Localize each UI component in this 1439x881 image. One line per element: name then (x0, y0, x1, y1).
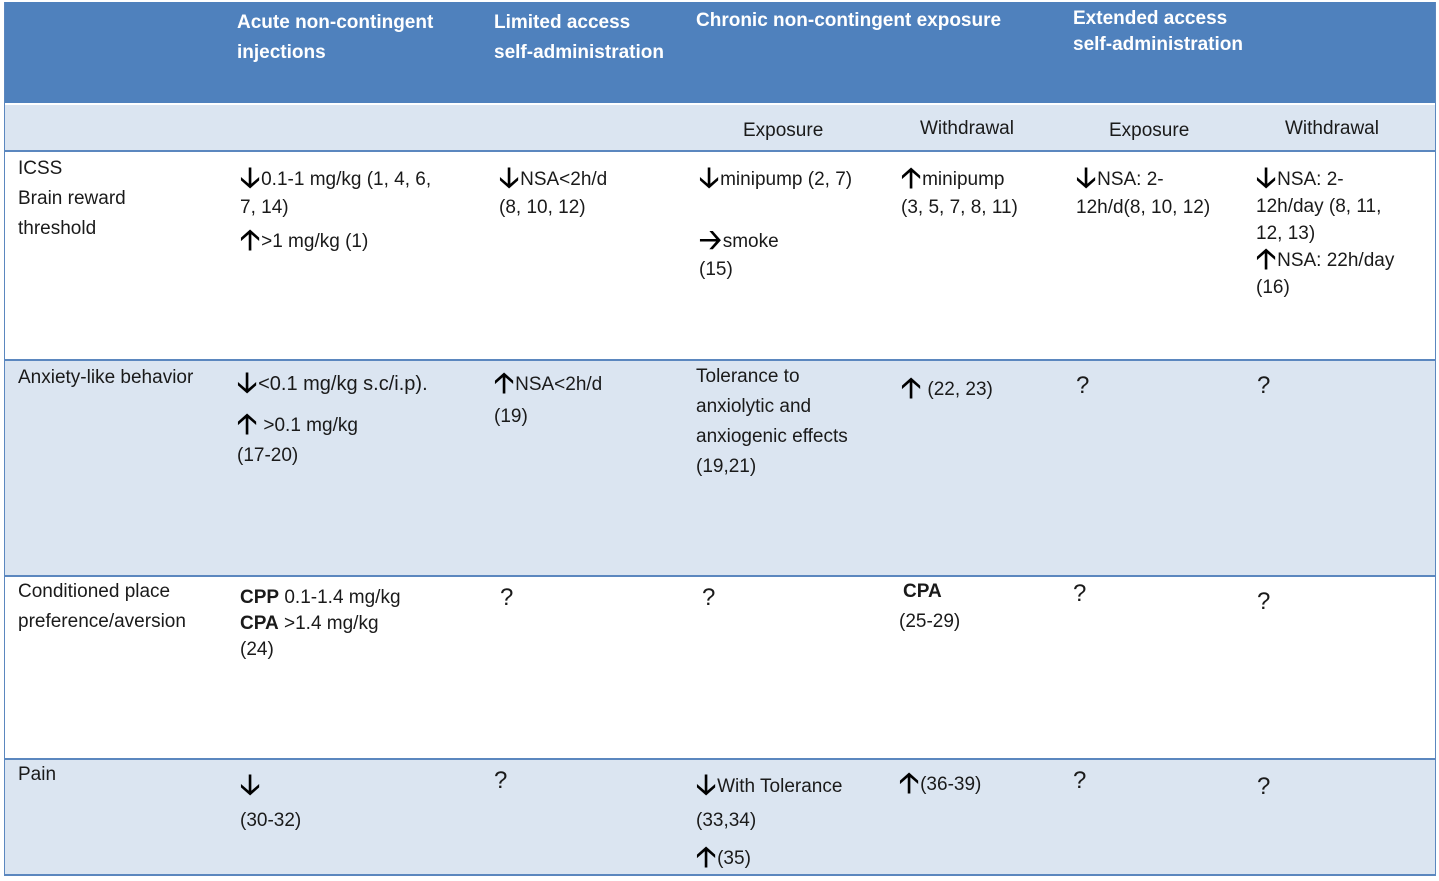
up-arrow-icon: 🡡 (899, 767, 920, 798)
down-arrow-icon: 🡣 (237, 367, 258, 398)
cell-icss-extended-exposure: 🡣NSA: 2- 12h/d(8, 10, 12) (1076, 162, 1211, 219)
cell-icss-extended-withdrawal: 🡣NSA: 2- 12h/day (8, 11, 12, 13) 🡡NSA: 2… (1256, 162, 1395, 299)
cell-anxiety-extended-exposure: ? (1076, 372, 1090, 399)
cell-icss-limited: 🡣NSA<2h/d (8, 10, 12) (499, 162, 608, 219)
cell-icss-chronic-withdrawal: 🡡minipump (3, 5, 7, 8, 11) (901, 162, 1018, 219)
up-arrow-icon: 🡡 (240, 224, 261, 255)
cell-pain-extended-withdrawal: ? (1257, 773, 1271, 800)
subheader-extended-withdrawal: Withdrawal (1285, 118, 1379, 139)
cell-anxiety-chronic-exposure: Tolerance to anxiolytic and anxiogenic e… (696, 366, 848, 477)
row-label-anxiety: Anxiety-like behavior (18, 367, 194, 388)
cell-pain-chronic-exposure: 🡣With Tolerance (33,34) 🡡(35) (696, 769, 843, 872)
cell-pain-extended-exposure: ? (1073, 767, 1087, 794)
subheader-chronic-exposure: Exposure (743, 120, 824, 141)
header-limited: Limited access self-administration (494, 12, 664, 63)
table-header: Acute non-contingent injections Limited … (5, 2, 1435, 103)
table-row-icss: ICSS Brain reward threshold 🡣0.1-1 mg/kg… (5, 152, 1435, 361)
cell-cpp-chronic-exposure: ? (702, 584, 716, 611)
header-chronic: Chronic non-contingent exposure (696, 10, 1002, 31)
cell-pain-acute: 🡣 (30-32) (240, 769, 302, 832)
up-arrow-icon: 🡡 (494, 367, 515, 398)
table-row-cpp: Conditioned place preference/aversion CP… (5, 577, 1435, 760)
cell-pain-chronic-withdrawal: 🡡(36-39) (899, 767, 982, 798)
cell-anxiety-chronic-withdrawal: 🡡 (22, 23) (901, 372, 993, 403)
cell-icss-acute: 🡣0.1-1 mg/kg (1, 4, 6, 7, 14) 🡡>1 mg/kg … (240, 162, 432, 255)
findings-table: Acute non-contingent injections Limited … (4, 2, 1436, 876)
row-label-pain: Pain (18, 764, 57, 785)
down-arrow-icon: 🡣 (1076, 162, 1097, 193)
cell-cpp-acute: CPP 0.1-1.4 mg/kg CPA >1.4 mg/kg (24) (240, 587, 401, 660)
subheader-chronic-withdrawal: Withdrawal (920, 118, 1014, 139)
right-arrow-icon: 🡢 (699, 224, 722, 255)
cell-icss-chronic-exposure: 🡣minipump (2, 7) 🡢smoke (15) (699, 162, 853, 281)
up-arrow-icon: 🡡 (237, 408, 258, 439)
down-arrow-icon: 🡣 (699, 162, 720, 193)
header-extended: Extended access self-administration (1073, 8, 1243, 55)
subheader-extended-exposure: Exposure (1109, 120, 1190, 141)
cell-anxiety-extended-withdrawal: ? (1257, 372, 1271, 399)
cell-anxiety-limited: 🡡NSA<2h/d (19) (494, 367, 603, 428)
up-arrow-icon: 🡡 (696, 841, 717, 872)
up-arrow-icon: 🡡 (901, 372, 922, 403)
cell-cpp-extended-withdrawal: ? (1257, 588, 1271, 615)
cell-cpp-chronic-withdrawal: CPA (25-29) (899, 581, 961, 632)
down-arrow-icon: 🡣 (240, 162, 261, 193)
cell-pain-limited: ? (494, 767, 508, 794)
down-arrow-icon: 🡣 (1256, 162, 1277, 193)
up-arrow-icon: 🡡 (1256, 243, 1277, 274)
down-arrow-icon: 🡣 (240, 769, 261, 800)
table-row-pain: Pain 🡣 (30-32) ? 🡣With Tolerance (33,34)… (5, 760, 1435, 874)
cell-cpp-limited: ? (500, 584, 514, 611)
row-label-cpp: Conditioned place preference/aversion (18, 581, 186, 632)
cell-anxiety-acute: 🡣<0.1 mg/kg s.c/i.p). 🡡 >0.1 mg/kg (17-2… (237, 367, 428, 467)
down-arrow-icon: 🡣 (696, 769, 717, 800)
up-arrow-icon: 🡡 (901, 162, 922, 193)
header-acute: Acute non-contingent injections (237, 12, 434, 63)
table-subheader: Exposure Withdrawal Exposure Withdrawal (5, 103, 1435, 152)
table-row-anxiety: Anxiety-like behavior 🡣<0.1 mg/kg s.c/i.… (5, 361, 1435, 577)
row-label-icss: ICSS Brain reward threshold (18, 158, 126, 239)
down-arrow-icon: 🡣 (499, 162, 520, 193)
cell-cpp-extended-exposure: ? (1073, 580, 1087, 607)
